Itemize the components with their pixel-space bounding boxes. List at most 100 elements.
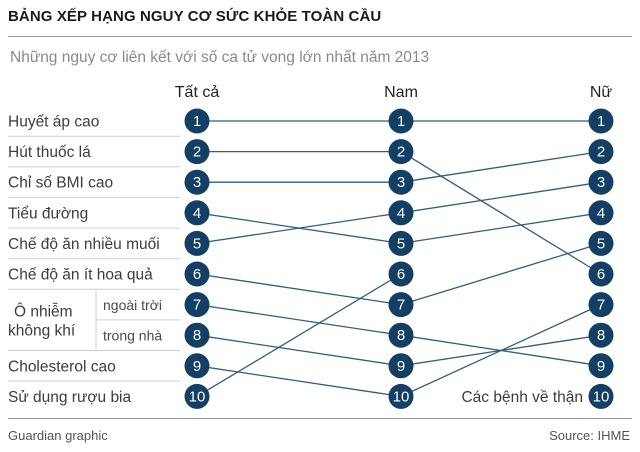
title-rule — [8, 36, 632, 37]
rank-number: 5 — [193, 235, 201, 252]
rank-circle — [588, 353, 614, 379]
rank-marker: 8 — [388, 322, 414, 348]
rank-number: 4 — [597, 205, 605, 222]
rank-number: 4 — [193, 205, 201, 222]
rank-number: 10 — [393, 388, 410, 405]
pollution-sublabel: trong nhà — [103, 328, 162, 344]
rank-circle — [388, 383, 414, 409]
rank-circle — [588, 139, 614, 165]
rank-marker: 1 — [184, 108, 210, 134]
rank-circle — [184, 322, 210, 348]
rank-number: 10 — [593, 388, 610, 405]
rank-circle — [184, 139, 210, 165]
rank-number: 8 — [193, 327, 201, 344]
rank-number: 10 — [189, 388, 206, 405]
rank-marker: 4 — [184, 200, 210, 226]
rank-marker: 3 — [388, 169, 414, 195]
rank-number: 6 — [397, 266, 405, 283]
rank-line — [400, 242, 602, 306]
rank-marker: 3 — [184, 169, 210, 195]
rank-marker: 5 — [388, 230, 414, 256]
rank-circle — [184, 383, 210, 409]
rank-circle — [588, 230, 614, 256]
rank-number: 1 — [597, 113, 605, 130]
rank-marker: 1 — [588, 108, 614, 134]
rank-circle — [588, 383, 614, 409]
rank-circle — [388, 230, 414, 256]
rank-number: 5 — [597, 235, 605, 252]
rank-number: 6 — [597, 266, 605, 283]
column-header: Nam — [384, 84, 418, 101]
rank-marker: 7 — [588, 292, 614, 318]
rank-circle — [184, 261, 210, 287]
rank-marker: 5 — [588, 230, 614, 256]
rank-circle — [588, 322, 614, 348]
footer-credit: Guardian graphic — [8, 428, 108, 443]
rank-marker: 3 — [588, 169, 614, 195]
pollution-sublabel: ngoài trời — [103, 297, 162, 313]
rank-number: 7 — [597, 297, 605, 314]
risk-label: Chế độ ăn nhiều muối — [8, 236, 160, 253]
rank-number: 9 — [397, 358, 405, 375]
rank-circle — [184, 230, 210, 256]
rank-marker: 7 — [388, 292, 414, 318]
rank-circle — [388, 322, 414, 348]
rank-circle — [184, 108, 210, 134]
rank-line — [400, 181, 602, 214]
rank-marker: 10 — [588, 383, 614, 409]
rank-circle — [588, 169, 614, 195]
rank-number: 2 — [193, 144, 201, 161]
rank-marker: 4 — [388, 200, 414, 226]
rank-marker: 6 — [184, 261, 210, 287]
rank-line — [196, 273, 402, 397]
rank-circle — [184, 292, 210, 318]
rank-number: 7 — [193, 297, 201, 314]
rank-marker: 6 — [588, 261, 614, 287]
rank-number: 7 — [397, 297, 405, 314]
footer-rule — [8, 418, 632, 419]
rank-marker: 6 — [388, 261, 414, 287]
rank-circle — [388, 261, 414, 287]
rank-number: 9 — [597, 358, 605, 375]
risk-label: Chỉ số BMI cao — [8, 175, 113, 192]
rank-circle — [388, 292, 414, 318]
rank-line — [196, 273, 402, 306]
rank-number: 3 — [397, 174, 405, 191]
rank-number: 8 — [597, 327, 605, 344]
column-header: Nữ — [590, 84, 613, 101]
rank-circle — [588, 108, 614, 134]
rank-number: 2 — [597, 144, 605, 161]
chart-subtitle: Những nguy cơ liên kết với số ca tử vong… — [10, 49, 430, 66]
rank-line — [196, 334, 402, 367]
rank-line — [400, 150, 602, 183]
risk-label: Hút thuốc lá — [8, 144, 91, 161]
rank-marker: 5 — [184, 230, 210, 256]
rank-number: 2 — [397, 144, 405, 161]
risk-label: Chế độ ăn ít hoa quả — [8, 267, 153, 284]
rank-number: 6 — [193, 266, 201, 283]
rank-number: 3 — [597, 174, 605, 191]
rank-marker: 2 — [388, 139, 414, 165]
rank-line — [400, 304, 602, 397]
rank-number: 9 — [193, 358, 201, 375]
rank-circle — [388, 108, 414, 134]
rank-number: 5 — [397, 235, 405, 252]
rank-number: 8 — [397, 327, 405, 344]
risk-label: Sử dụng rượu bia — [8, 389, 132, 406]
rank-line — [196, 212, 402, 245]
rank-circle — [388, 353, 414, 379]
rank-number: 1 — [397, 113, 405, 130]
rank-line — [196, 365, 402, 398]
chart-title: BẢNG XẾP HẠNG NGUY CƠ SỨC KHỎE TOÀN CẦU — [8, 8, 382, 25]
risk-label: Tiểu đường — [8, 205, 88, 222]
risk-label: Cholesterol cao — [8, 358, 116, 375]
column-header: Tất cả — [175, 84, 220, 101]
rank-marker: 8 — [588, 322, 614, 348]
rank-line — [400, 212, 602, 245]
rank-circle — [184, 353, 210, 379]
rank-circle — [588, 292, 614, 318]
rank-marker: 2 — [588, 139, 614, 165]
rank-marker: 10 — [388, 383, 414, 409]
rank-circle — [184, 200, 210, 226]
